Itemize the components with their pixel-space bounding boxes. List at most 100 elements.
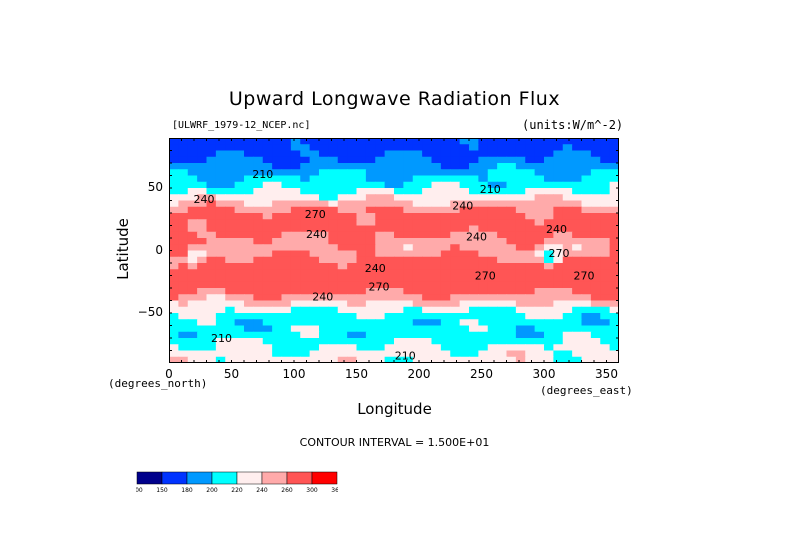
heatmap-cell <box>431 163 442 170</box>
heatmap-cell <box>506 225 517 233</box>
heatmap-cell <box>562 138 573 145</box>
heatmap-cell <box>478 344 489 352</box>
heatmap-cell <box>478 356 489 363</box>
heatmap-cell <box>169 169 179 177</box>
heatmap-cell <box>234 275 245 283</box>
heatmap-cell <box>187 206 198 214</box>
heatmap-cell <box>515 188 526 195</box>
heatmap-cell <box>478 206 489 214</box>
heatmap-cell <box>300 350 311 358</box>
heatmap-cell <box>525 244 536 252</box>
contour-label: 270 <box>475 269 496 282</box>
heatmap-cell <box>515 356 526 363</box>
heatmap-cell <box>197 294 208 302</box>
heatmap-cell <box>572 138 583 145</box>
heatmap-cell <box>262 250 273 258</box>
heatmap-cell <box>206 256 217 264</box>
heatmap-cell <box>178 225 189 233</box>
heatmap-cell <box>272 338 283 345</box>
heatmap-cell <box>319 269 329 277</box>
heatmap-cell <box>281 175 292 183</box>
heatmap-cell <box>469 169 479 177</box>
heatmap-cell <box>356 281 367 289</box>
x-tick-label: 300 <box>532 367 556 381</box>
heatmap-cell <box>469 163 479 170</box>
heatmap-cell <box>253 219 264 227</box>
heatmap-cell <box>469 175 479 183</box>
heatmap-cell <box>244 263 254 270</box>
heatmap-cell <box>422 225 433 233</box>
heatmap-cell <box>319 331 329 339</box>
heatmap-cell <box>234 356 245 363</box>
heatmap-cell <box>215 263 226 270</box>
heatmap-cell <box>272 350 283 358</box>
heatmap-cell <box>534 294 545 302</box>
heatmap-cell <box>506 281 517 289</box>
heatmap-cell <box>244 275 254 283</box>
heatmap-cell <box>309 275 320 283</box>
heatmap-cell <box>506 144 517 152</box>
heatmap-cell <box>281 238 292 245</box>
heatmap-cell <box>394 169 404 177</box>
heatmap-cell <box>337 213 348 220</box>
heatmap-cell <box>431 294 442 302</box>
heatmap-cell <box>459 306 470 314</box>
heatmap-cell <box>403 288 414 295</box>
heatmap-cell <box>609 256 619 264</box>
heatmap-cell <box>337 138 348 145</box>
heatmap-cell <box>525 213 536 220</box>
heatmap-cell <box>347 144 358 152</box>
heatmap-cell <box>262 219 273 227</box>
heatmap-cell <box>590 294 601 302</box>
heatmap-cell <box>281 306 292 314</box>
heatmap-cell <box>187 225 198 233</box>
x-unit-label-east: (degrees_east) <box>540 384 633 397</box>
heatmap-cell <box>356 231 367 239</box>
heatmap-cell <box>600 294 611 302</box>
heatmap-cell <box>431 325 442 333</box>
heatmap-cell <box>394 144 404 152</box>
heatmap-cell <box>206 244 217 252</box>
heatmap-cell <box>459 150 470 158</box>
heatmap-cell <box>590 300 601 308</box>
heatmap-cell <box>450 338 461 345</box>
heatmap-cell <box>328 175 339 183</box>
heatmap-cell <box>225 194 236 202</box>
heatmap-cell <box>478 319 489 327</box>
heatmap-cell <box>487 225 498 233</box>
heatmap-cell <box>412 231 423 239</box>
heatmap-cell <box>309 331 320 339</box>
heatmap-cell <box>506 138 517 145</box>
heatmap-cell <box>469 244 479 252</box>
heatmap-cell <box>225 319 236 327</box>
contour-label: 210 <box>395 349 416 362</box>
heatmap-cell <box>581 175 592 183</box>
heatmap-cell <box>253 225 264 233</box>
heatmap-cell <box>394 188 404 195</box>
heatmap-cell <box>581 325 592 333</box>
heatmap-cell <box>572 206 583 214</box>
heatmap-cell <box>300 281 311 289</box>
heatmap-cell <box>290 181 301 189</box>
heatmap-cell <box>253 244 264 252</box>
heatmap-cell <box>337 250 348 258</box>
heatmap-cell <box>469 263 479 270</box>
heatmap-cell <box>272 156 283 164</box>
heatmap-cell <box>319 306 329 314</box>
heatmap-cell <box>572 275 583 283</box>
heatmap-cell <box>234 331 245 339</box>
heatmap-cell <box>197 200 208 208</box>
heatmap-cell <box>300 169 311 177</box>
heatmap-cell <box>394 331 404 339</box>
heatmap-cell <box>244 250 254 258</box>
heatmap-cell <box>450 206 461 214</box>
heatmap-cell <box>412 350 423 358</box>
heatmap-cell <box>365 169 376 177</box>
contour-label: 240 <box>306 228 327 241</box>
x-tick-label: 0 <box>165 367 173 381</box>
heatmap-cell <box>525 238 536 245</box>
heatmap-cell <box>478 256 489 264</box>
heatmap-cell <box>412 250 423 258</box>
heatmap-cell <box>253 150 264 158</box>
heatmap-cell <box>600 219 611 227</box>
